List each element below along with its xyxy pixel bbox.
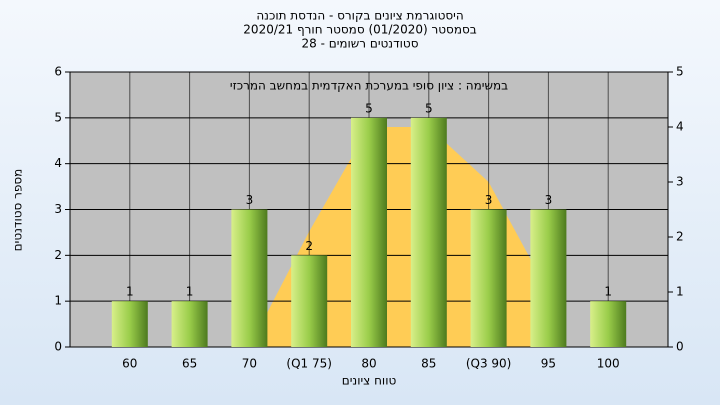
value-label: 1 [126, 285, 134, 299]
bar [291, 255, 328, 347]
x-tick-label: (Q3 90) [466, 357, 512, 371]
y-tick-label: 6 [54, 65, 62, 79]
x-tick-label: 65 [182, 357, 197, 371]
value-label: 3 [545, 193, 553, 207]
y2-tick-label: 3 [676, 175, 684, 189]
y-tick-label: 4 [54, 156, 62, 170]
y-tick-label: 5 [54, 110, 62, 124]
title-line: בסמסטר (01/2020) סמסטר חורף 2020/21 [243, 23, 476, 37]
value-label: 2 [305, 239, 313, 253]
bar [111, 301, 148, 347]
value-label: 3 [485, 193, 493, 207]
x-axis-label: טווח ציונים [342, 374, 397, 388]
bar [231, 209, 268, 347]
title-line: סטודנטים רשומים - 28 [301, 37, 418, 51]
bar [530, 209, 567, 347]
x-tick-label: (Q1 75) [286, 357, 332, 371]
title-line: היסטוגרמת ציונים בקורס - הנדסת תוכנה [256, 9, 463, 23]
value-label: 5 [365, 101, 373, 115]
y2-tick-label: 5 [676, 65, 684, 79]
x-tick-label: 80 [361, 357, 376, 371]
y2-tick-label: 0 [676, 340, 684, 354]
x-tick-label: 100 [597, 357, 620, 371]
x-tick-label: 70 [242, 357, 257, 371]
y-tick-label: 3 [54, 202, 62, 216]
y-tick-label: 1 [54, 294, 62, 308]
bar [590, 301, 627, 347]
y2-tick-label: 2 [676, 230, 684, 244]
y-tick-label: 0 [54, 340, 62, 354]
bar [171, 301, 208, 347]
value-label: 1 [186, 285, 194, 299]
x-tick-label: 85 [421, 357, 436, 371]
bar [470, 209, 507, 347]
value-label: 3 [246, 193, 254, 207]
value-label: 1 [604, 285, 612, 299]
value-label: 5 [425, 101, 433, 115]
y2-tick-label: 1 [676, 285, 684, 299]
y2-tick-label: 4 [676, 120, 684, 134]
bar [410, 117, 447, 347]
legend-entry: במשימה : ציון סופי במערכת האקדמית במחשב … [230, 79, 508, 93]
y-tick-label: 2 [54, 248, 62, 262]
y-axis-label: מספר סטודנטים [11, 169, 25, 252]
bar [351, 117, 387, 347]
x-tick-label: 60 [122, 357, 137, 371]
x-tick-label: 95 [541, 357, 556, 371]
